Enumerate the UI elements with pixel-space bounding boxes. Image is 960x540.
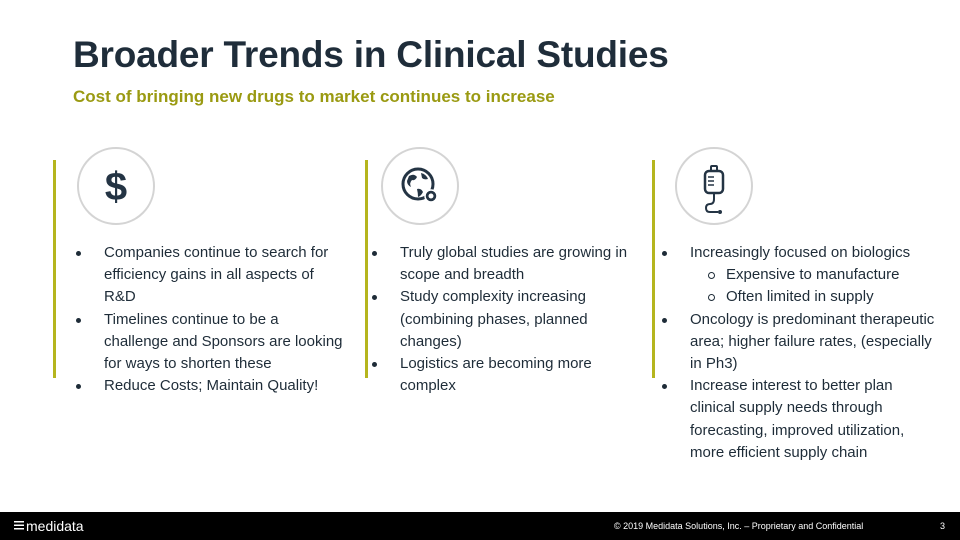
column-3-accent-line [652,160,655,378]
sub-bullet-item: Often limited in supply [690,286,941,308]
bullet-item: Increasingly focused on biologics Expens… [661,242,941,309]
bullet-item: Timelines continue to be a challenge and… [75,309,345,376]
copyright-notice: © 2019 Medidata Solutions, Inc. – Propri… [614,521,864,531]
iv-bag-icon [675,147,753,225]
slide-title: Broader Trends in Clinical Studies [73,34,669,75]
bullet-item: Reduce Costs; Maintain Quality! [75,375,345,397]
sub-bullet-item: Expensive to manufacture [690,264,941,286]
bullet-item: Logistics are becoming more complex [371,353,633,397]
column-2-bullets: Truly global studies are growing in scop… [371,242,633,397]
bullet-item: Truly global studies are growing in scop… [371,242,633,286]
dollar-icon: $ [77,147,155,225]
bullet-item: Companies continue to search for efficie… [75,242,345,309]
page-number: 3 [940,521,946,531]
column-1-accent-line [53,160,56,378]
bullet-text: Increasingly focused on biologics [690,244,911,261]
logo-text: medidata [26,518,84,534]
slide-subtitle: Cost of bringing new drugs to market con… [73,87,555,106]
footer-bar: medidata © 2019 Medidata Solutions, Inc.… [0,512,960,540]
column-1-bullets: Companies continue to search for efficie… [75,242,345,397]
column-2-accent-line [365,160,368,378]
bullet-item: Oncology is predominant therapeutic area… [661,309,941,376]
svg-text:$: $ [105,165,127,209]
logo-lines-icon [14,521,24,531]
medidata-logo: medidata [14,518,84,534]
bullet-item: Study complexity increasing (combining p… [371,286,633,353]
bullet-item: Increase interest to better plan clinica… [661,375,941,464]
column-3-bullets: Increasingly focused on biologics Expens… [661,242,941,464]
globe-icon [381,147,459,225]
